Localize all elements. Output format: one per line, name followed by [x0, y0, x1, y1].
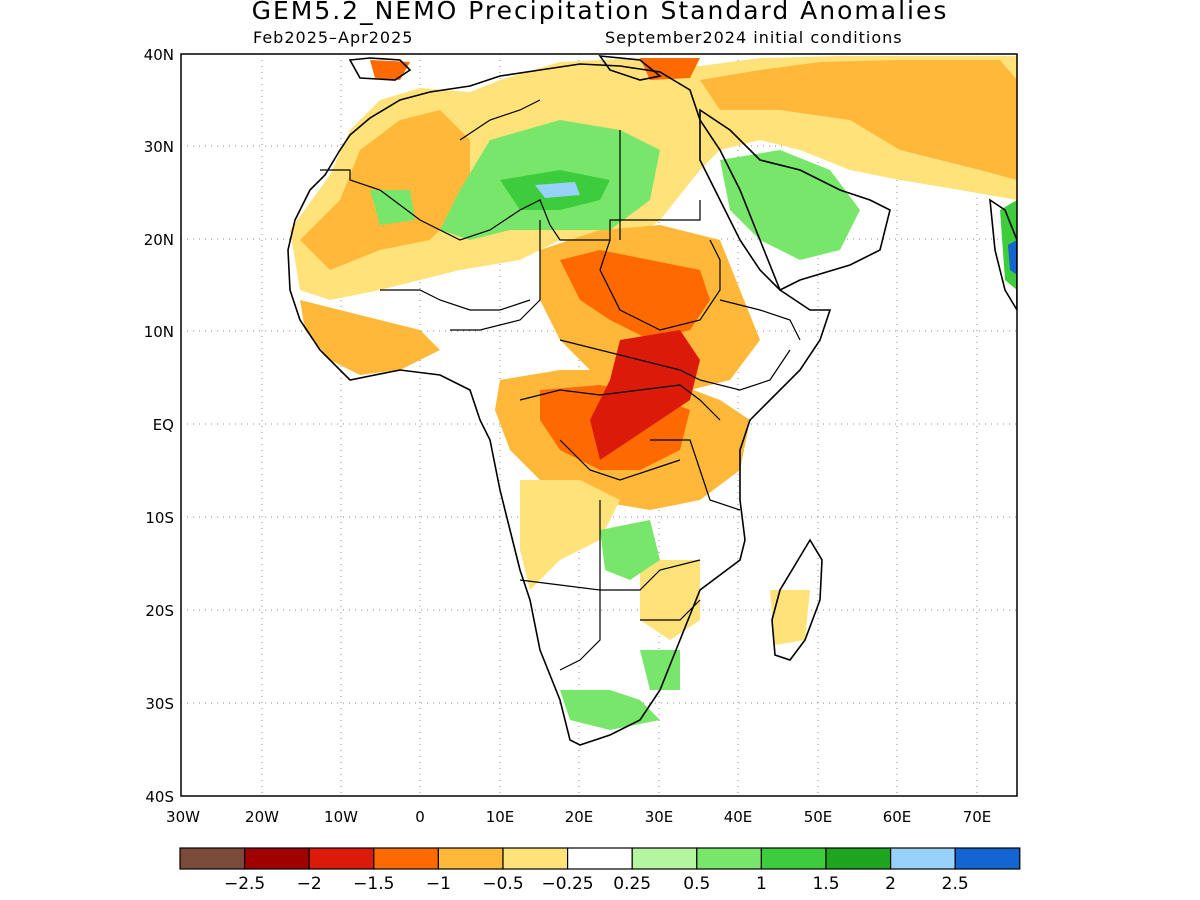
colorbar-label: −2	[297, 874, 322, 894]
longitude-label: 30E	[645, 808, 674, 826]
latitude-label: 10S	[145, 509, 174, 527]
colorbar-swatch	[696, 847, 762, 870]
colorbar-swatch	[437, 847, 504, 870]
longitude-label: 10E	[486, 808, 515, 826]
country-borders	[320, 99, 801, 671]
colorbar-label: −1	[426, 874, 451, 894]
colorbar-swatch	[373, 847, 439, 870]
colorbar-label: 1	[756, 874, 767, 894]
longitude-label: 70E	[963, 808, 992, 826]
colorbar-label: 1.5	[812, 874, 839, 894]
latitude-label: 30S	[145, 695, 174, 713]
forecast-period: Feb2025–Apr2025	[253, 28, 414, 47]
colorbar-label: −0.25	[542, 874, 594, 894]
colorbar-swatch	[179, 847, 246, 870]
colorbar-swatch	[825, 847, 892, 870]
latitude-label: 40S	[145, 788, 174, 806]
colorbar-swatch	[760, 847, 827, 870]
colorbar-label: 2	[885, 874, 896, 894]
latitude-label: 40N	[144, 46, 174, 64]
latitude-label: 20N	[144, 231, 174, 249]
longitude-label: 50E	[804, 808, 833, 826]
colorbar-label: 0.5	[683, 874, 710, 894]
colorbar-swatch	[631, 847, 698, 870]
anomaly-shading	[290, 56, 1017, 730]
latitude-label: EQ	[153, 416, 174, 434]
longitude-label: 20E	[565, 808, 594, 826]
longitude-labels: 30W 20W 10W 0 10E 20E 30E 40E 50E 60E 70E	[166, 808, 991, 826]
coastlines	[287, 55, 1017, 746]
colorbar-label: −1.5	[353, 874, 394, 894]
latitude-label: 10N	[144, 323, 174, 341]
map-title: GEM5.2_NEMO Precipitation Standard Anoma…	[251, 0, 949, 25]
colorbar-swatch	[502, 847, 569, 870]
colorbar-swatch	[954, 847, 1021, 870]
colorbar-swatch	[244, 847, 310, 870]
longitude-label: 0	[415, 808, 425, 826]
initial-conditions: September2024 initial conditions	[605, 28, 903, 47]
longitude-label: 30W	[166, 808, 200, 826]
colorbar-labels: −2.5 −2 −1.5 −1 −0.5 −0.25 0.25 0.5 1 1.5 2 2.5	[224, 874, 969, 894]
colorbar-swatch	[566, 847, 633, 870]
colorbar-label: −0.5	[482, 874, 523, 894]
latitude-labels: 40N 30N 20N 10N EQ 10S 20S 30S 40S	[144, 46, 174, 806]
colorbar-swatch	[308, 847, 375, 870]
longitude-label: 20W	[245, 808, 279, 826]
longitude-label: 40E	[724, 808, 753, 826]
longitude-label: 60E	[883, 808, 912, 826]
plot-frame	[180, 53, 1018, 797]
colorbar-label: 0.25	[613, 874, 651, 894]
colorbar-label: −2.5	[224, 874, 265, 894]
colorbar	[179, 847, 1021, 870]
latitude-label: 20S	[145, 602, 174, 620]
colorbar-label: 2.5	[942, 874, 969, 894]
colorbar-swatch	[889, 847, 956, 870]
latitude-label: 30N	[144, 138, 174, 156]
longitude-label: 10W	[324, 808, 358, 826]
